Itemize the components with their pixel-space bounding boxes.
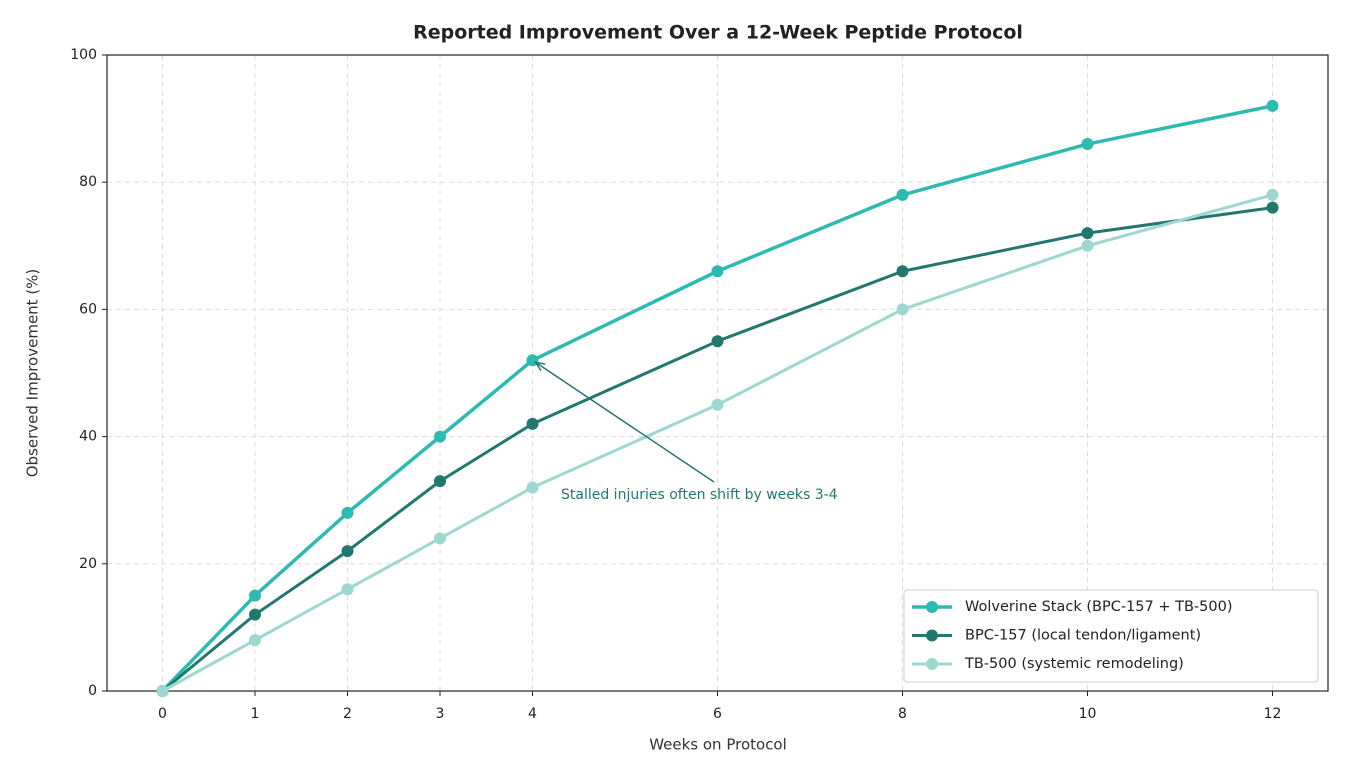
x-axis-label: Weeks on Protocol — [649, 736, 787, 754]
data-point — [341, 583, 354, 596]
annotation-text: Stalled injuries often shift by weeks 3-… — [561, 487, 838, 503]
plot-frame — [106, 54, 1329, 692]
x-tick-label: 8 — [898, 706, 907, 722]
legend-label: Wolverine Stack (BPC-157 + TB-500) — [965, 599, 1232, 615]
legend-label: TB-500 (systemic remodeling) — [964, 656, 1184, 672]
data-point — [1266, 188, 1279, 201]
annotation-arrow — [535, 361, 715, 483]
data-point — [711, 335, 724, 348]
y-tick-label: 100 — [70, 47, 97, 63]
legend-box — [903, 589, 1319, 683]
y-tick-label: 20 — [79, 556, 97, 572]
data-point — [341, 545, 354, 558]
legend-label: BPC-157 (local tendon/ligament) — [965, 628, 1201, 644]
x-tick-label: 3 — [436, 706, 445, 722]
data-point — [711, 398, 724, 411]
data-point — [434, 475, 446, 488]
y-tick-label: 0 — [88, 683, 97, 699]
data-point — [1266, 201, 1279, 214]
chart-title: Reported Improvement Over a 12-Week Pept… — [413, 22, 1023, 44]
data-point — [434, 430, 446, 443]
data-point — [1081, 239, 1094, 252]
legend-marker — [926, 601, 938, 613]
x-tick-label: 1 — [251, 706, 260, 722]
annotation-arrowhead — [533, 361, 546, 372]
data-point — [1266, 99, 1279, 112]
data-point — [526, 417, 539, 430]
data-point — [249, 589, 261, 602]
x-tick-label: 0 — [158, 706, 167, 722]
data-point — [896, 265, 909, 278]
data-point — [249, 608, 261, 621]
data-point — [249, 634, 261, 647]
legend-marker — [926, 629, 938, 642]
y-tick-label: 80 — [79, 174, 97, 190]
x-tick-label: 6 — [713, 706, 722, 722]
data-point — [711, 265, 724, 278]
y-tick-label: 60 — [79, 301, 97, 317]
x-tick-label: 10 — [1079, 706, 1097, 722]
data-point — [156, 685, 169, 697]
data-point — [896, 188, 909, 201]
data-point — [1081, 138, 1094, 151]
y-axis-label: Observed Improvement (%) — [24, 269, 42, 478]
x-tick-label: 4 — [528, 706, 537, 722]
y-tick-label: 40 — [79, 429, 97, 445]
x-tick-label: 12 — [1264, 706, 1282, 722]
data-point — [526, 481, 539, 494]
data-point — [341, 506, 354, 519]
data-point — [434, 532, 446, 545]
data-point — [1081, 227, 1094, 240]
x-tick-label: 2 — [343, 706, 352, 722]
legend-marker — [926, 658, 938, 670]
data-point — [896, 303, 909, 316]
